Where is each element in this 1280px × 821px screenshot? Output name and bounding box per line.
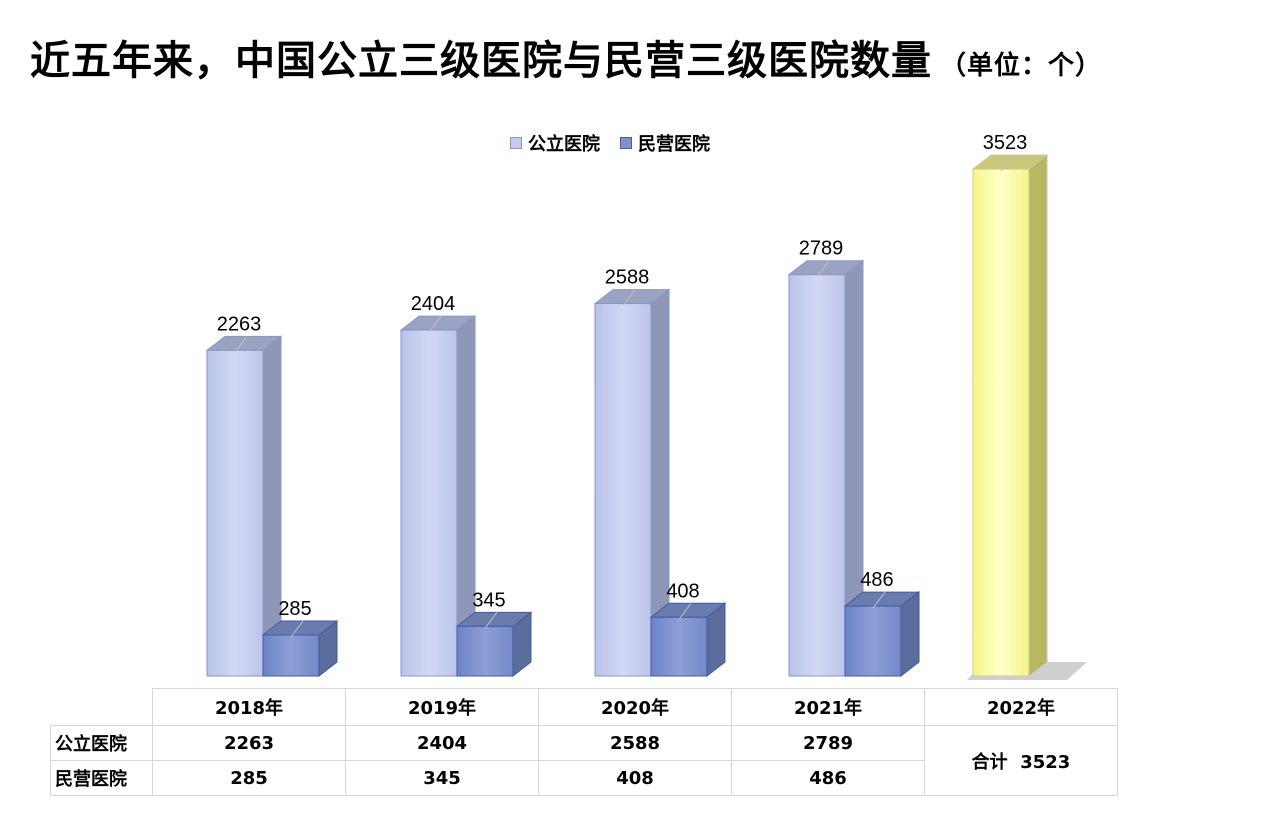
data-label-total: 3523	[983, 132, 1028, 154]
data-label-private-leader	[290, 620, 304, 638]
data-label-private: 285	[278, 598, 311, 620]
bar-public-2019年-front	[400, 329, 458, 677]
data-label-private: 486	[860, 569, 893, 591]
data-label-public-leader	[428, 315, 442, 333]
table-header-2022: 2022年	[924, 688, 1118, 726]
table-cell: 285	[152, 760, 346, 796]
data-label-private-leader	[678, 602, 692, 620]
chart-title-unit: （单位：个）	[940, 51, 1103, 81]
table-cell: 486	[731, 760, 925, 796]
legend-label-public: 公立医院	[528, 134, 600, 155]
bar-private-2019年-front	[456, 625, 514, 677]
data-label-private-leader	[484, 612, 498, 629]
data-label-public-leader	[622, 289, 636, 306]
legend-label-private: 民营医院	[638, 134, 710, 155]
table-total-value: 3523	[1020, 751, 1071, 773]
table-row-label-private: 民营医院	[50, 760, 153, 796]
table-header-2019: 2019年	[345, 688, 539, 726]
table-total-label: 合计	[971, 751, 1008, 773]
bar-public-2021年-front	[788, 274, 846, 677]
data-label-public: 2789	[799, 238, 844, 260]
table-total-cell: 合计 3523	[924, 725, 1118, 796]
chart-title: 近五年来，中国公立三级医院与民营三级医院数量 （单位：个）	[30, 28, 1102, 86]
data-table: 2018年 2019年 2020年 2021年 2022年 公立医院 2263 …	[50, 688, 1118, 796]
legend-swatch-private	[620, 137, 632, 149]
table-row-label-public: 公立医院	[50, 725, 153, 761]
table-header-row: 2018年 2019年 2020年 2021年 2022年	[50, 688, 1118, 726]
bar-public-2018年-front	[206, 349, 264, 677]
table-corner-cell	[50, 688, 153, 726]
data-label-public: 2263	[217, 313, 262, 335]
data-label-public-leader	[816, 260, 830, 277]
data-label-private: 345	[472, 589, 505, 611]
table-cell: 345	[345, 760, 539, 796]
bar-public-2020年-front	[594, 303, 652, 677]
bar-private-2021年-side	[900, 591, 920, 678]
table-cell: 2588	[538, 725, 732, 761]
data-label-public: 2588	[605, 267, 650, 289]
table-cell: 408	[538, 760, 732, 796]
data-label-private-leader	[872, 591, 886, 609]
data-label-public: 2404	[411, 293, 456, 315]
table-cell: 2404	[345, 725, 539, 761]
bar-private-2021年-front	[844, 605, 902, 677]
data-label-private: 408	[666, 580, 699, 602]
data-label-total-leader	[1000, 154, 1014, 172]
bars-layer: 2263 285 2404 345 2588 408 2789 486 3523	[205, 132, 1087, 680]
table-row-public: 公立医院 2263 2404 2588 2789 合计 3523	[50, 725, 1118, 796]
table-header-2020: 2020年	[538, 688, 732, 726]
table-cell: 2263	[152, 725, 346, 761]
bar-total-2022年-side	[1028, 154, 1048, 678]
chart-legend: 公立医院 民营医院	[0, 130, 1220, 156]
table-row-private: 民营医院 285 345 408 486	[50, 760, 1118, 796]
legend-item-private: 民营医院	[620, 130, 710, 156]
bar-total-2022年-front	[972, 168, 1030, 677]
data-label-public-leader	[234, 336, 248, 353]
table-header-2018: 2018年	[152, 688, 346, 726]
table-cell: 2789	[731, 725, 925, 761]
table-header-2021: 2021年	[731, 688, 925, 726]
bar-private-2018年-front	[262, 634, 320, 677]
legend-swatch-public	[510, 137, 522, 149]
legend-item-public: 公立医院	[510, 130, 600, 156]
bar-private-2020年-front	[650, 616, 708, 677]
chart-title-text: 近五年来，中国公立三级医院与民营三级医院数量	[30, 38, 932, 84]
